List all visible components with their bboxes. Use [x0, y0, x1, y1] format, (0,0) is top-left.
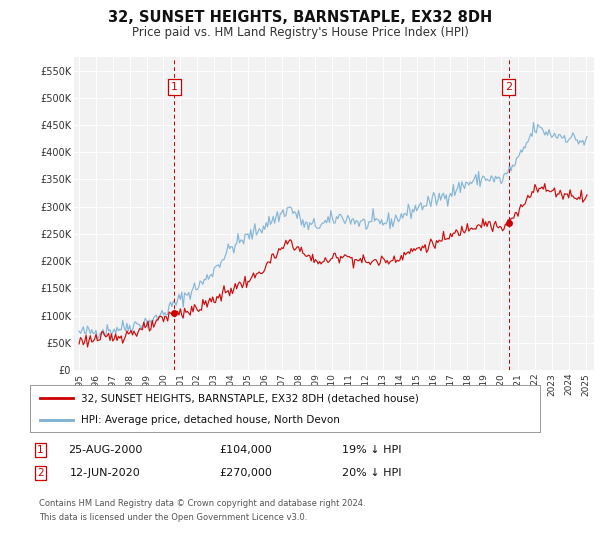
Text: 32, SUNSET HEIGHTS, BARNSTAPLE, EX32 8DH (detached house): 32, SUNSET HEIGHTS, BARNSTAPLE, EX32 8DH…	[81, 393, 419, 403]
Text: Price paid vs. HM Land Registry's House Price Index (HPI): Price paid vs. HM Land Registry's House …	[131, 26, 469, 39]
Text: HPI: Average price, detached house, North Devon: HPI: Average price, detached house, Nort…	[81, 416, 340, 425]
Text: Contains HM Land Registry data © Crown copyright and database right 2024.: Contains HM Land Registry data © Crown c…	[39, 500, 365, 508]
Text: 12-JUN-2020: 12-JUN-2020	[70, 468, 140, 478]
Text: 1: 1	[171, 82, 178, 92]
Text: 19% ↓ HPI: 19% ↓ HPI	[342, 445, 402, 455]
Text: 2: 2	[37, 468, 44, 478]
Text: This data is licensed under the Open Government Licence v3.0.: This data is licensed under the Open Gov…	[39, 514, 307, 522]
Text: 20% ↓ HPI: 20% ↓ HPI	[342, 468, 402, 478]
Text: £104,000: £104,000	[220, 445, 272, 455]
Text: 32, SUNSET HEIGHTS, BARNSTAPLE, EX32 8DH: 32, SUNSET HEIGHTS, BARNSTAPLE, EX32 8DH	[108, 10, 492, 25]
Text: 2: 2	[505, 82, 512, 92]
Text: 25-AUG-2000: 25-AUG-2000	[68, 445, 142, 455]
Text: 1: 1	[37, 445, 44, 455]
Text: £270,000: £270,000	[220, 468, 272, 478]
